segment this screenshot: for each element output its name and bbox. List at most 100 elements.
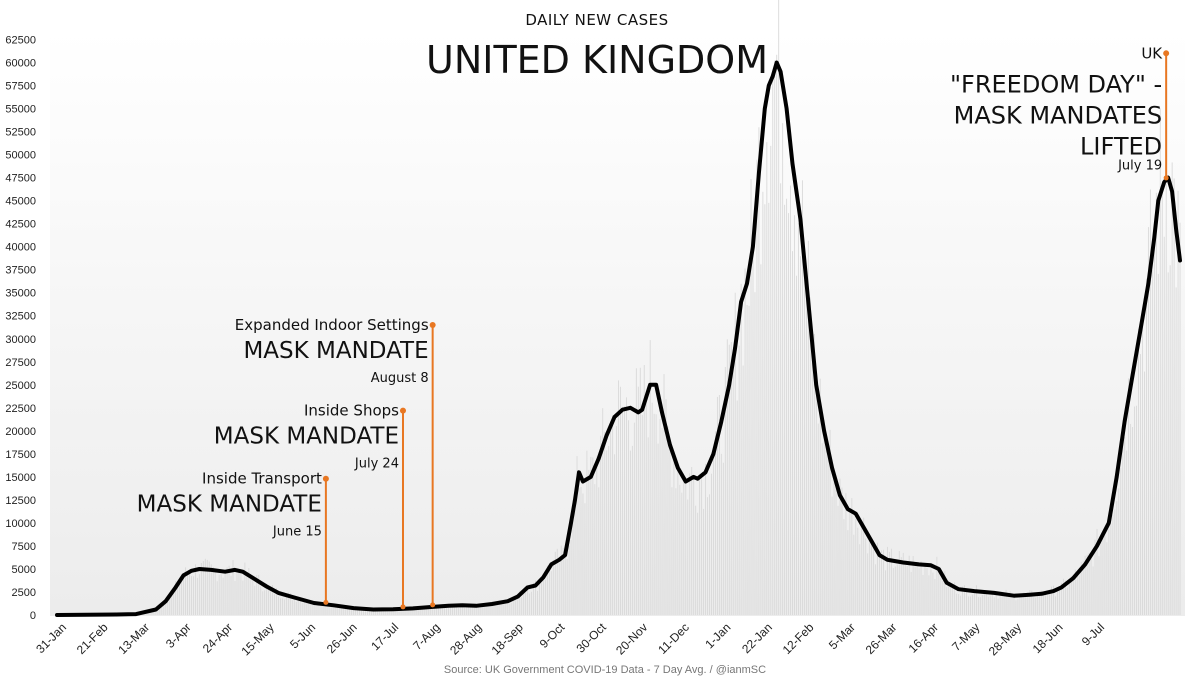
daily-bar xyxy=(175,581,177,615)
daily-bar xyxy=(578,488,580,615)
daily-bar xyxy=(659,418,661,615)
daily-bar xyxy=(1126,450,1128,615)
daily-bar xyxy=(374,609,376,615)
daily-bar xyxy=(341,605,343,615)
daily-bar xyxy=(1116,501,1118,615)
daily-bar xyxy=(720,453,722,615)
daily-bar xyxy=(724,367,726,615)
daily-bar xyxy=(1072,577,1074,615)
daily-bar xyxy=(863,517,865,615)
daily-bar xyxy=(1138,328,1139,615)
daily-bar xyxy=(600,435,602,615)
daily-bar xyxy=(653,413,655,615)
daily-bar xyxy=(1015,600,1017,615)
daily-bar xyxy=(1112,514,1114,615)
y-tick-label: 32500 xyxy=(5,311,36,323)
annotation-dot xyxy=(1163,175,1169,181)
daily-bar xyxy=(1092,566,1094,615)
daily-bars xyxy=(58,0,1181,616)
daily-bar xyxy=(414,609,416,615)
daily-bar xyxy=(179,582,181,615)
daily-bar xyxy=(968,596,969,615)
daily-bar xyxy=(487,605,489,615)
daily-bar xyxy=(402,607,404,615)
daily-bar xyxy=(200,562,202,615)
daily-bar xyxy=(979,597,981,615)
daily-bar xyxy=(539,580,540,615)
y-tick-label: 55000 xyxy=(5,104,36,116)
daily-bar xyxy=(321,604,323,615)
daily-bar xyxy=(562,547,564,615)
daily-bar xyxy=(964,585,965,615)
daily-bar xyxy=(1159,108,1161,616)
daily-bar xyxy=(453,605,455,615)
daily-bar xyxy=(813,333,815,615)
daily-bar xyxy=(546,565,548,615)
daily-bar xyxy=(481,605,483,615)
daily-bar xyxy=(835,486,837,615)
daily-bar xyxy=(780,183,782,615)
daily-bar xyxy=(477,603,479,615)
daily-bar xyxy=(821,443,823,615)
daily-bar xyxy=(932,572,934,615)
daily-bar xyxy=(875,564,877,615)
daily-bar xyxy=(782,123,784,615)
daily-bar xyxy=(582,493,584,615)
daily-bar xyxy=(807,240,809,615)
daily-bar xyxy=(1147,227,1149,616)
daily-bar xyxy=(220,574,222,615)
daily-bar xyxy=(434,605,436,615)
daily-bar xyxy=(400,608,402,615)
daily-bar xyxy=(1157,273,1159,615)
x-tick-label: 26-Jun xyxy=(324,620,360,656)
daily-bar xyxy=(1088,552,1090,615)
daily-bar xyxy=(507,602,509,615)
daily-bar xyxy=(867,553,869,615)
daily-bar xyxy=(1053,585,1054,615)
daily-bar xyxy=(380,608,382,615)
daily-bar xyxy=(457,607,459,615)
daily-bar xyxy=(586,450,588,615)
daily-bar xyxy=(815,388,817,615)
daily-bar xyxy=(823,420,825,615)
daily-bar xyxy=(325,604,327,615)
daily-bar xyxy=(1045,594,1047,615)
daily-bar xyxy=(513,596,515,615)
daily-bar xyxy=(934,578,936,615)
daily-bar xyxy=(359,609,360,615)
daily-bar xyxy=(794,215,795,615)
daily-bar xyxy=(592,457,594,615)
daily-bar xyxy=(368,609,370,615)
daily-bar xyxy=(892,568,894,615)
daily-bar xyxy=(1108,529,1110,615)
annotation-dot xyxy=(322,475,329,482)
daily-bar xyxy=(590,456,592,615)
daily-bar xyxy=(517,596,519,615)
x-tick-label: 1-Jan xyxy=(702,620,733,651)
daily-bar xyxy=(799,256,801,615)
daily-bar xyxy=(1049,594,1051,615)
daily-bar xyxy=(525,592,527,615)
y-tick-label: 20000 xyxy=(5,426,36,438)
daily-bar xyxy=(754,292,756,615)
daily-bar xyxy=(900,557,902,615)
daily-bar xyxy=(509,603,511,615)
daily-bar xyxy=(1173,178,1175,615)
daily-bar xyxy=(1013,593,1015,615)
daily-bar xyxy=(171,590,173,615)
x-tick-label: 26-Mar xyxy=(863,620,900,657)
daily-bar xyxy=(624,406,625,615)
annotation-dot xyxy=(429,321,436,328)
daily-bar xyxy=(283,599,285,615)
annotation-date: July 19 xyxy=(1117,158,1162,173)
daily-bar xyxy=(940,577,942,615)
daily-bar xyxy=(805,278,807,615)
daily-bar xyxy=(1047,595,1049,615)
daily-bar xyxy=(266,583,268,615)
daily-bar xyxy=(594,484,596,615)
daily-bar xyxy=(428,607,430,615)
daily-bar xyxy=(236,573,238,615)
x-tick-label: 9-Jul xyxy=(1079,620,1107,648)
daily-bar xyxy=(475,606,477,615)
daily-bar xyxy=(386,608,388,615)
